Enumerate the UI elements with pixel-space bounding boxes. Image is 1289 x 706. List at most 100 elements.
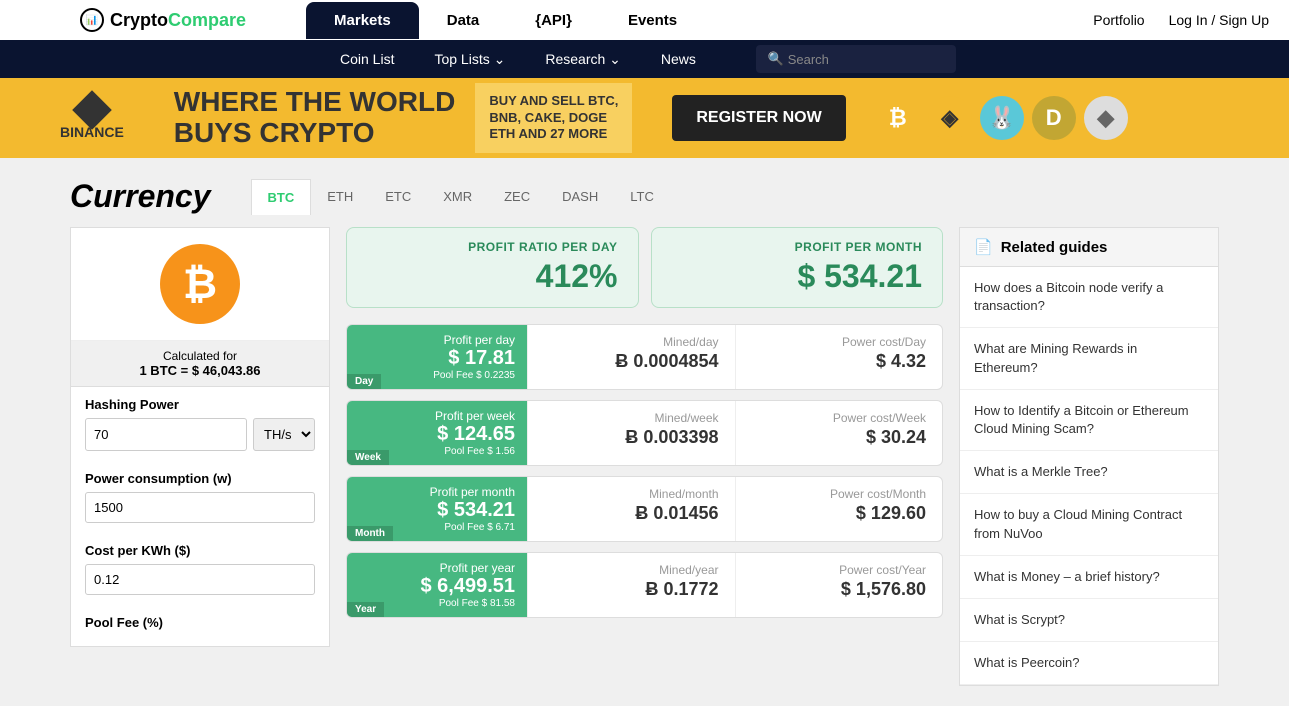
tab-zec[interactable]: ZEC [488,179,546,215]
subnav-toplists[interactable]: Top Lists ⌄ [414,51,525,68]
period-mined: Mined/month Ƀ 0.01456 [527,477,735,541]
coin-doge-icon: D [1032,96,1076,140]
period-profit-value: $ 124.65 [359,423,515,446]
guide-item[interactable]: What are Mining Rewards in Ethereum? [960,328,1218,389]
banner-sub-1: BUY AND SELL BTC, [489,93,618,110]
period-row-week: Week Profit per week $ 124.65 Pool Fee $… [346,400,943,466]
power-input[interactable] [85,492,315,523]
main: Currency BTC ETH ETC XMR ZEC DASH LTC ₿ … [0,158,1289,706]
period-mined-value: Ƀ 0.003398 [544,427,719,448]
poolfee-label: Pool Fee (%) [85,615,315,630]
period-mined: Mined/day Ƀ 0.0004854 [527,325,735,389]
period-power: Power cost/Week $ 30.24 [735,401,943,465]
search-placeholder: Search [788,52,829,67]
banner-headline-2: BUYS CRYPTO [174,118,456,149]
period-row-year: Year Profit per year $ 6,499.51 Pool Fee… [346,552,943,618]
guides-header-text: Related guides [1001,239,1108,256]
summary-cards: PROFIT RATIO PER DAY 412% PROFIT PER MON… [346,227,943,308]
nav-data[interactable]: Data [419,2,508,39]
period-profit-value: $ 17.81 [359,347,515,370]
period-profit: Day Profit per day $ 17.81 Pool Fee $ 0.… [347,325,527,389]
binance-logo: BINANCE [60,96,124,140]
guide-item[interactable]: How does a Bitcoin node verify a transac… [960,267,1218,328]
period-badge: Day [347,374,381,389]
tab-btc[interactable]: BTC [251,179,312,215]
results-panel: PROFIT RATIO PER DAY 412% PROFIT PER MON… [346,227,943,628]
period-profit-value: $ 6,499.51 [359,575,515,598]
guide-item[interactable]: How to Identify a Bitcoin or Ethereum Cl… [960,390,1218,451]
nav-api[interactable]: {API} [507,2,600,39]
period-power-label: Power cost/Year [752,563,927,577]
profit-month-value: $ 534.21 [672,258,923,295]
period-power-value: $ 129.60 [752,503,927,524]
hashing-input[interactable] [85,418,247,451]
subnav-news[interactable]: News [641,51,716,67]
subnav-research[interactable]: Research ⌄ [525,51,641,68]
guide-item[interactable]: What is Money – a brief history? [960,556,1218,599]
content: ₿ Calculated for 1 BTC = $ 46,043.86 Has… [70,227,1219,686]
hashing-label: Hashing Power [85,397,315,412]
banner-headline: WHERE THE WORLD BUYS CRYPTO [174,87,456,149]
tab-etc[interactable]: ETC [369,179,427,215]
sub-nav: Coin List Top Lists ⌄ Research ⌄ News 🔍 … [0,40,1289,78]
coin-bnb-icon: ◈ [928,96,972,140]
page-header: Currency BTC ETH ETC XMR ZEC DASH LTC [70,178,1219,215]
period-mined-label: Mined/month [544,487,719,501]
nav-portfolio[interactable]: Portfolio [1093,12,1144,28]
period-row-day: Day Profit per day $ 17.81 Pool Fee $ 0.… [346,324,943,390]
nav-events[interactable]: Events [600,2,705,39]
search-box[interactable]: 🔍 Search [756,45,956,73]
tab-dash[interactable]: DASH [546,179,614,215]
guide-item[interactable]: What is a Merkle Tree? [960,451,1218,494]
calc-info-value: 1 BTC = $ 46,043.86 [79,363,321,378]
hashing-unit-select[interactable]: TH/s [253,418,315,451]
period-power: Power cost/Day $ 4.32 [735,325,943,389]
period-mined-label: Mined/day [544,335,719,349]
guide-item[interactable]: How to buy a Cloud Mining Contract from … [960,494,1218,555]
top-nav-right: Portfolio Log In / Sign Up [1093,12,1269,28]
tab-xmr[interactable]: XMR [427,179,488,215]
period-power-label: Power cost/Month [752,487,927,501]
period-power: Power cost/Year $ 1,576.80 [735,553,943,617]
document-icon: 📄 [974,238,993,256]
period-badge: Year [347,602,384,617]
period-mined-value: Ƀ 0.01456 [544,503,719,524]
period-badge: Week [347,450,389,465]
register-button[interactable]: REGISTER NOW [672,95,845,141]
search-icon: 🔍 [768,51,784,67]
period-badge: Month [347,526,393,541]
bitcoin-icon: ₿ [160,244,240,324]
period-profit-label: Profit per month [359,485,515,499]
nav-login[interactable]: Log In / Sign Up [1169,12,1269,28]
period-mined-label: Mined/week [544,411,719,425]
calculator-panel: ₿ Calculated for 1 BTC = $ 46,043.86 Has… [70,227,330,647]
logo[interactable]: 📊 CryptoCompare [80,8,246,32]
period-power-label: Power cost/Day [752,335,927,349]
profit-month-card: PROFIT PER MONTH $ 534.21 [651,227,944,308]
period-mined-value: Ƀ 0.1772 [544,579,719,600]
period-profit-label: Profit per year [359,561,515,575]
tab-eth[interactable]: ETH [311,179,369,215]
coin-icons: ₿ ◈ 🐰 D ◆ [876,96,1128,140]
profit-ratio-value: 412% [367,258,618,295]
period-row-month: Month Profit per month $ 534.21 Pool Fee… [346,476,943,542]
top-nav-items: Markets Data {API} Events [306,2,705,39]
promo-banner: BINANCE WHERE THE WORLD BUYS CRYPTO BUY … [0,78,1289,158]
guide-item[interactable]: What is Scrypt? [960,599,1218,642]
cost-label: Cost per KWh ($) [85,543,315,558]
profit-month-label: PROFIT PER MONTH [672,240,923,254]
profit-ratio-label: PROFIT RATIO PER DAY [367,240,618,254]
subnav-coinlist[interactable]: Coin List [320,51,414,67]
guides-header: 📄 Related guides [960,228,1218,267]
banner-sub-2: BNB, CAKE, DOGE [489,110,618,127]
tab-ltc[interactable]: LTC [614,179,670,215]
currency-tabs: BTC ETH ETC XMR ZEC DASH LTC [251,179,670,215]
guides-panel: 📄 Related guides How does a Bitcoin node… [959,227,1219,686]
period-profit: Month Profit per month $ 534.21 Pool Fee… [347,477,527,541]
nav-markets[interactable]: Markets [306,2,419,39]
period-power: Power cost/Month $ 129.60 [735,477,943,541]
power-label: Power consumption (w) [85,471,315,486]
cost-input[interactable] [85,564,315,595]
logo-text-crypto: Crypto [110,10,168,31]
banner-headline-1: WHERE THE WORLD [174,87,456,118]
